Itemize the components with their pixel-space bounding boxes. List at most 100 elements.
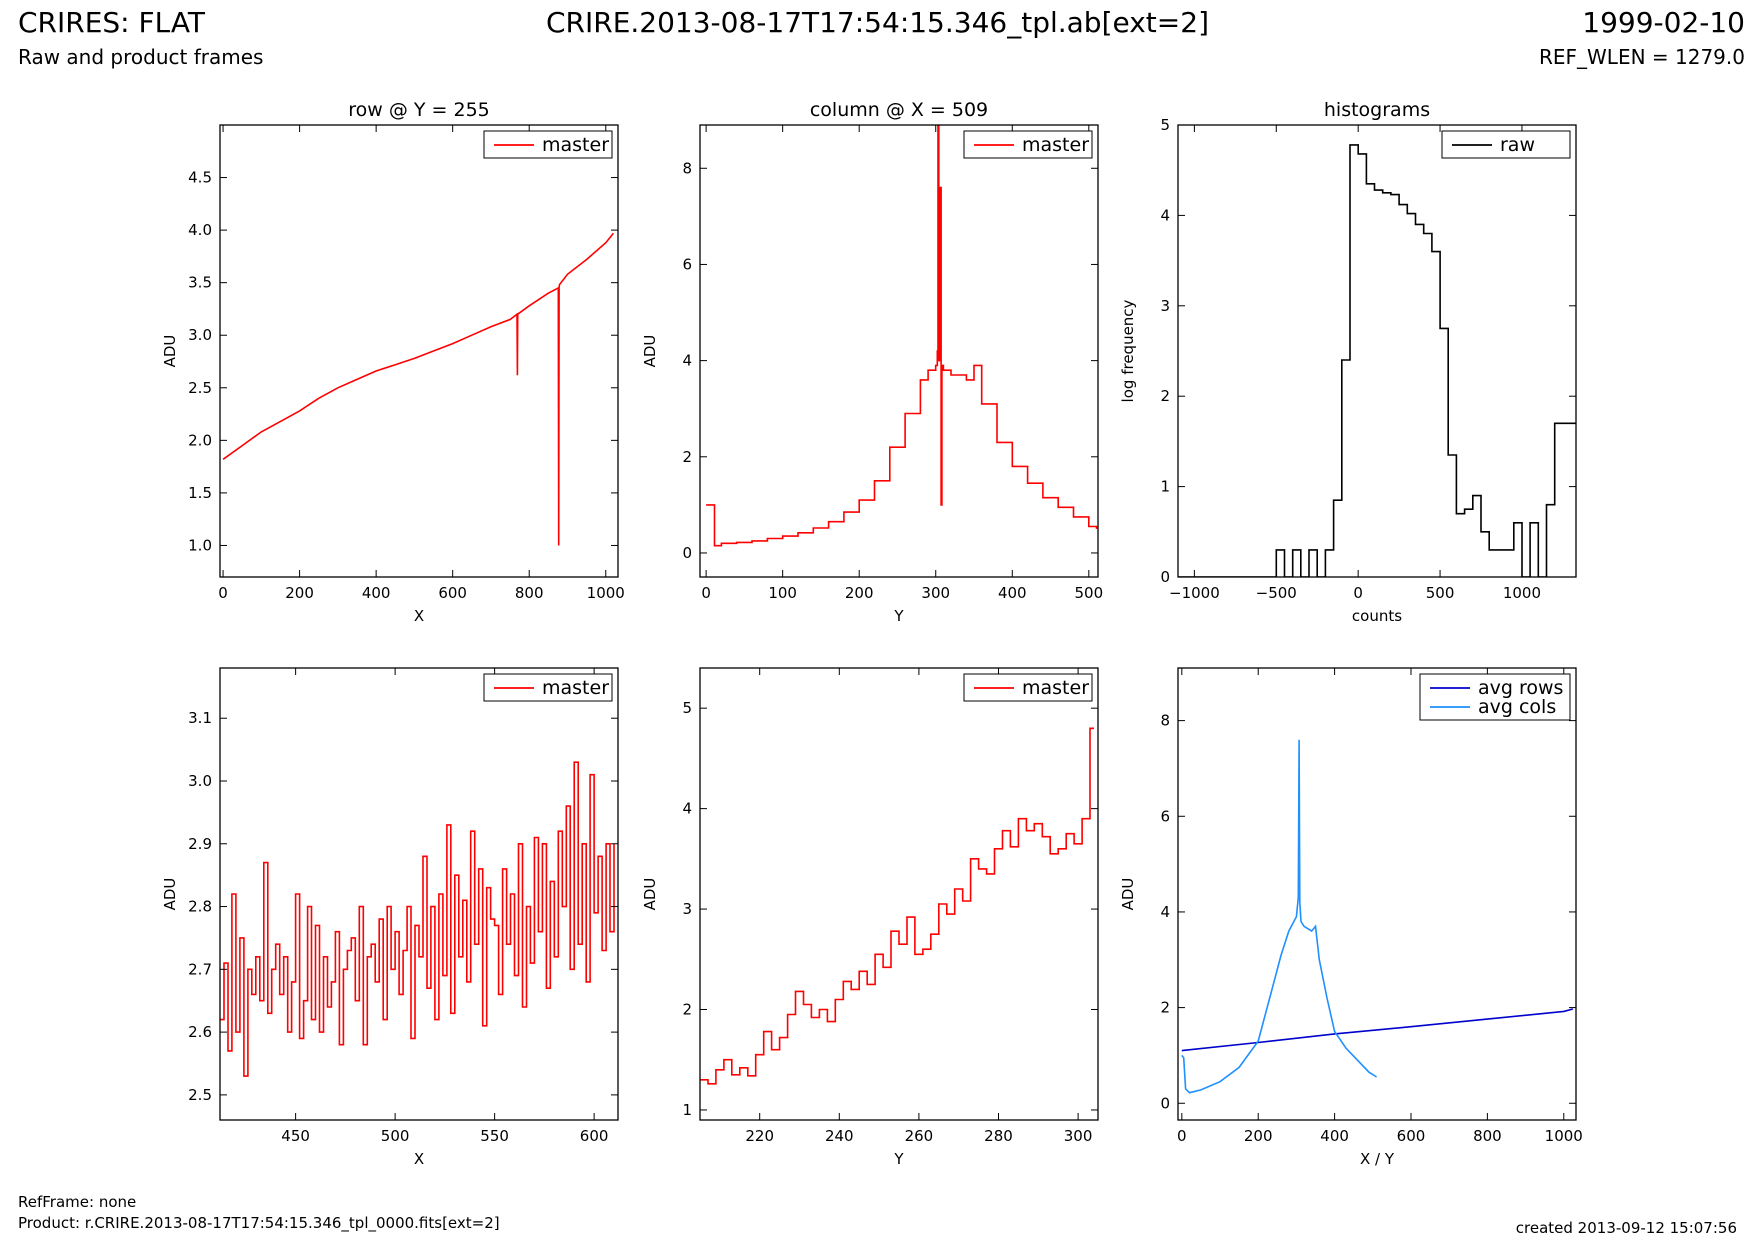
- x-tick-label: 600: [580, 1127, 609, 1145]
- y-tick-label: 0: [682, 544, 692, 562]
- x-tick-label: 0: [1353, 584, 1363, 602]
- legend-label: master: [542, 134, 609, 156]
- y-tick-label: 2.7: [188, 960, 212, 978]
- y-tick-label: 0: [1160, 568, 1170, 586]
- legend-label: avg cols: [1478, 696, 1556, 718]
- x-tick-label: 200: [1244, 1127, 1273, 1145]
- x-tick-label: 1000: [587, 584, 625, 602]
- y-tick-label: 3.0: [188, 326, 212, 344]
- y-tick-label: 2.9: [188, 835, 212, 853]
- observation-date: 1999-02-10: [1582, 6, 1745, 39]
- plot-panel-2: 0 100 200 300 400 500 0 2 4 6 8 Y ADU column @ X = 50…: [641, 99, 1103, 625]
- report-subtitle: Raw and product frames: [18, 45, 264, 69]
- y-tick-label: 1: [682, 1101, 692, 1119]
- x-tick-label: 500: [381, 1127, 410, 1145]
- y-tick-label: 2: [1160, 999, 1170, 1017]
- y-tick-label: 2.8: [188, 898, 212, 916]
- x-axis-label: Y: [893, 1150, 904, 1168]
- x-tick-label: 280: [984, 1127, 1013, 1145]
- y-tick-label: 8: [1160, 712, 1170, 730]
- x-tick-label: 200: [285, 584, 314, 602]
- x-tick-label: 400: [362, 584, 391, 602]
- y-tick-label: 2: [1160, 387, 1170, 405]
- plot-panel-6: 0 200 400 600 800 1000 0 2 4 6 8 X / Y ADU avg rowsav…: [1119, 667, 1583, 1168]
- series-line-master: [220, 761, 615, 1077]
- x-axis-label: counts: [1352, 607, 1402, 625]
- y-axis-label: ADU: [1119, 878, 1137, 911]
- plot-title: histograms: [1324, 99, 1430, 121]
- y-tick-label: 6: [682, 255, 692, 273]
- x-tick-label: −1000: [1169, 584, 1220, 602]
- plot-frame: [699, 667, 1099, 1121]
- y-tick-label: 4: [682, 352, 692, 370]
- x-tick-label: −500: [1256, 584, 1297, 602]
- series-line-master: [700, 727, 1094, 1085]
- product-note: Product: r.CRIRE.2013-08-17T17:54:15.346…: [18, 1214, 500, 1232]
- series-line-master: [222, 232, 615, 546]
- y-tick-label: 5: [682, 699, 692, 717]
- y-tick-label: 4.0: [188, 221, 212, 239]
- x-tick-label: 0: [701, 584, 711, 602]
- y-tick-label: 3.5: [188, 274, 212, 292]
- x-tick-label: 300: [1064, 1127, 1093, 1145]
- x-axis-label: X / Y: [1360, 1150, 1395, 1168]
- plot-panel-1: 0 200 400 600 800 1000 1.0 1.5 2.0 2.5 3.0 3.5 4.0 4.…: [161, 99, 625, 625]
- y-tick-label: 2.0: [188, 431, 212, 449]
- y-axis-label: ADU: [161, 878, 179, 911]
- y-tick-label: 5: [1160, 116, 1170, 134]
- legend-label: master: [1022, 134, 1089, 156]
- x-tick-label: 300: [921, 584, 950, 602]
- x-tick-label: 200: [845, 584, 874, 602]
- y-tick-label: 2.5: [188, 379, 212, 397]
- legend-label: master: [1022, 677, 1089, 699]
- x-tick-label: 100: [768, 584, 797, 602]
- ref-frame-note: RefFrame: none: [18, 1193, 137, 1211]
- x-tick-label: 450: [281, 1127, 310, 1145]
- y-tick-label: 3.0: [188, 772, 212, 790]
- ref-wavelength: REF_WLEN = 1279.0: [1538, 45, 1745, 69]
- x-tick-label: 1000: [1545, 1127, 1583, 1145]
- legend-label: raw: [1500, 134, 1535, 156]
- plot-frame: [219, 667, 619, 1121]
- x-tick-label: 500: [1426, 584, 1455, 602]
- y-tick-label: 2: [682, 448, 692, 466]
- y-tick-label: 3: [1160, 297, 1170, 315]
- series-line-raw: [1178, 144, 1576, 577]
- y-axis-label: ADU: [641, 335, 659, 368]
- y-tick-label: 0: [1160, 1094, 1170, 1112]
- plot-title: row @ Y = 255: [348, 99, 490, 121]
- x-tick-label: 800: [1473, 1127, 1502, 1145]
- y-tick-label: 1.5: [188, 484, 212, 502]
- plot-panel-4: 450 500 550 600 2.5 2.6 2.7 2.8 2.9 3.0 3.1 X ADU mas…: [161, 667, 619, 1168]
- created-timestamp: created 2013-09-12 15:07:56: [1515, 1219, 1737, 1237]
- y-axis-label: log frequency: [1119, 299, 1137, 402]
- x-tick-label: 500: [1074, 584, 1103, 602]
- x-tick-label: 240: [825, 1127, 854, 1145]
- plot-panel-5: 220 240 260 280 300 1 2 3 4 5 Y ADU master: [641, 667, 1099, 1168]
- y-tick-label: 4.5: [188, 169, 212, 187]
- x-tick-label: 400: [998, 584, 1027, 602]
- y-tick-label: 2.5: [188, 1086, 212, 1104]
- y-tick-label: 8: [682, 159, 692, 177]
- x-tick-label: 220: [745, 1127, 774, 1145]
- x-axis-label: X: [414, 1150, 424, 1168]
- x-tick-label: 260: [905, 1127, 934, 1145]
- x-tick-label: 600: [1397, 1127, 1426, 1145]
- y-tick-label: 6: [1160, 807, 1170, 825]
- y-tick-label: 1: [1160, 478, 1170, 496]
- legend-label: master: [542, 677, 609, 699]
- series-line-master: [706, 125, 1098, 547]
- y-tick-label: 3.1: [188, 709, 212, 727]
- y-tick-label: 4: [1160, 206, 1170, 224]
- y-tick-label: 2: [682, 1001, 692, 1019]
- y-tick-label: 3: [682, 900, 692, 918]
- x-tick-label: 400: [1320, 1127, 1349, 1145]
- series-line-avg-cols: [1181, 739, 1378, 1094]
- legend-box: [1419, 673, 1571, 721]
- x-axis-label: X: [414, 607, 424, 625]
- y-tick-label: 4: [682, 800, 692, 818]
- plot-frame: [699, 124, 1099, 578]
- x-tick-label: 600: [438, 584, 467, 602]
- y-tick-label: 4: [1160, 903, 1170, 921]
